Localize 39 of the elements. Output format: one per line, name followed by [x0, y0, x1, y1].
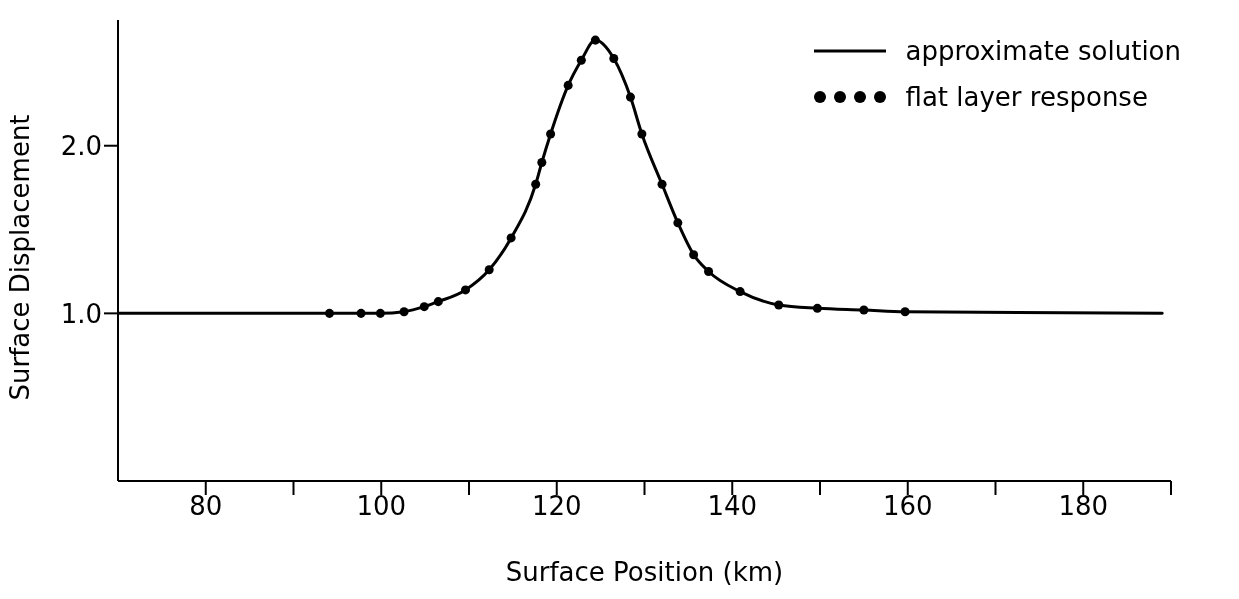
point — [625, 92, 635, 102]
point — [812, 303, 822, 313]
point — [433, 297, 443, 307]
x-tick-label: 180 — [1058, 491, 1109, 522]
point — [484, 265, 494, 275]
point — [689, 250, 699, 260]
point — [590, 35, 600, 45]
point — [900, 307, 910, 317]
y-axis-title: Surface Displacement — [5, 114, 36, 401]
point — [531, 179, 541, 189]
point — [375, 308, 385, 318]
point — [859, 305, 869, 315]
point — [419, 302, 429, 312]
point — [735, 287, 745, 297]
x-tick-label: 80 — [189, 491, 223, 522]
point — [609, 54, 619, 64]
point — [506, 233, 516, 243]
point — [563, 80, 573, 90]
x-tick-label: 160 — [882, 491, 933, 522]
legend-label: flat layer response — [905, 81, 1148, 114]
x-axis-title: Surface Position (km) — [505, 557, 784, 587]
point — [576, 55, 586, 65]
x-tick-label: 100 — [356, 491, 407, 522]
x-tick-label: 120 — [531, 491, 582, 522]
point — [356, 308, 366, 318]
point — [704, 266, 714, 276]
point — [637, 129, 647, 139]
legend-label: approximate solution — [905, 35, 1181, 68]
point — [546, 129, 556, 139]
x-tick-label: 140 — [707, 491, 758, 522]
point — [537, 157, 547, 167]
point — [324, 308, 334, 318]
y-tick-label: 2.0 — [60, 130, 102, 161]
point — [399, 307, 409, 317]
point — [774, 300, 784, 310]
point — [657, 179, 667, 189]
point — [460, 285, 470, 295]
point — [673, 218, 683, 228]
y-tick-label: 1.0 — [60, 298, 102, 329]
